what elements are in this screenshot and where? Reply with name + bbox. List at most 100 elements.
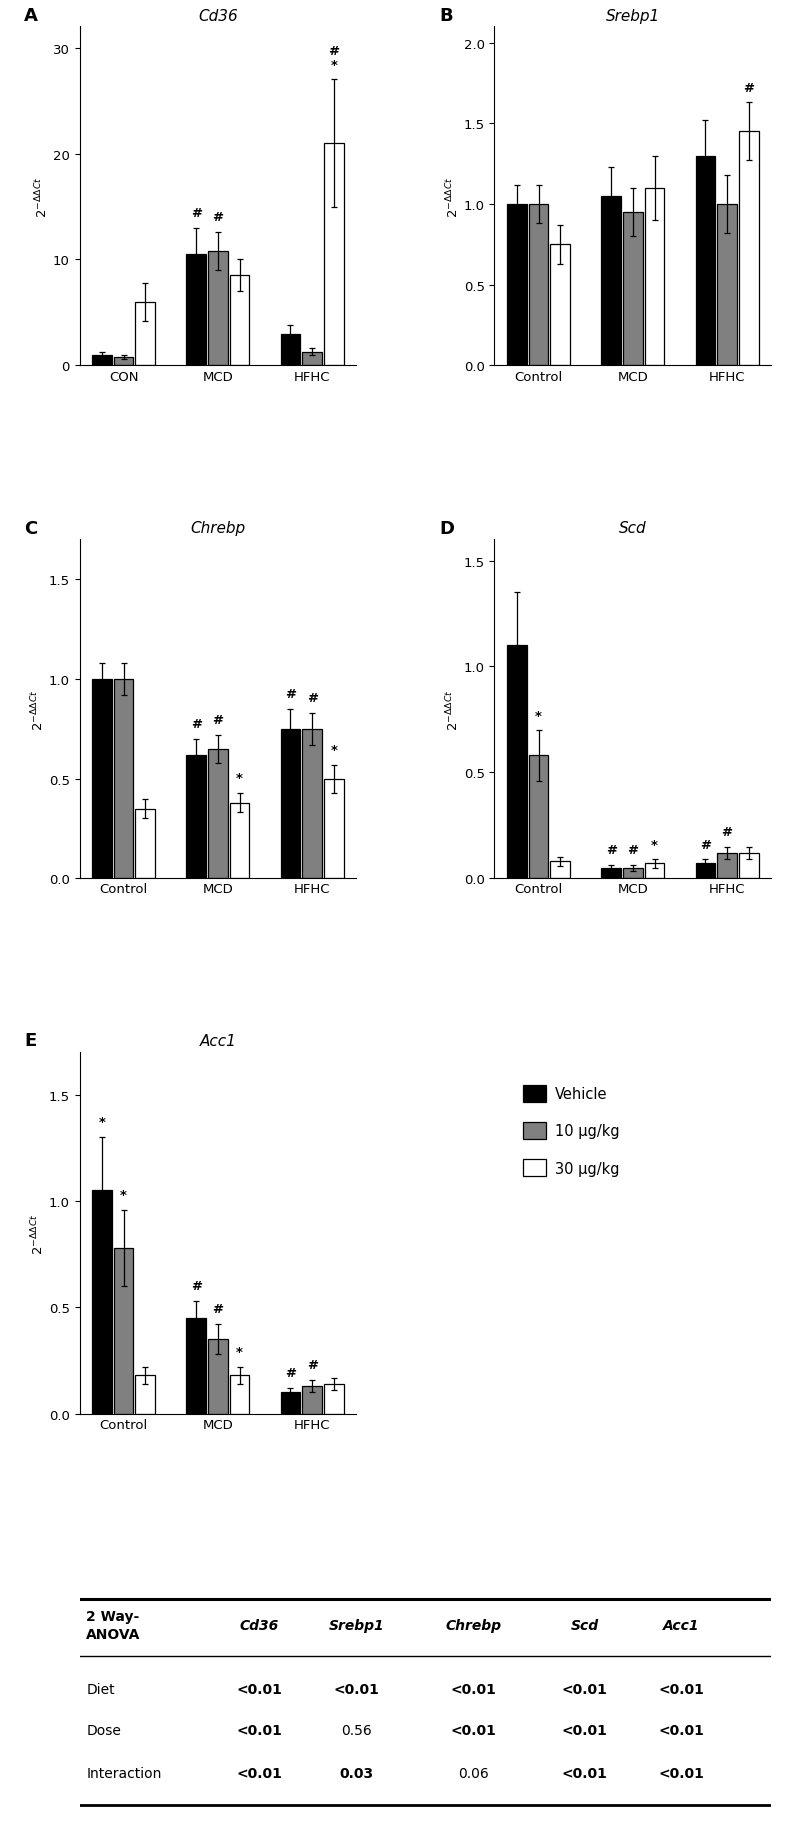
Bar [696,865,716,879]
Y-axis label: $2^{-\Delta\Delta Ct}$: $2^{-\Delta\Delta Ct}$ [444,176,461,218]
Text: #: # [743,82,754,95]
Text: #: # [212,714,223,727]
Text: #: # [606,843,617,857]
Bar [114,680,134,879]
Text: E: E [24,1031,37,1050]
Bar [208,1339,227,1414]
Bar [645,865,665,879]
Bar [208,749,227,879]
Text: 0.56: 0.56 [341,1724,371,1737]
Bar [186,1319,206,1414]
Text: 0.03: 0.03 [339,1766,373,1781]
Text: C: C [24,520,37,539]
Text: <0.01: <0.01 [561,1766,607,1781]
Bar [92,680,111,879]
Text: 0.06: 0.06 [459,1766,489,1781]
Text: B: B [439,7,453,26]
Text: #: # [212,1303,223,1315]
Text: *: * [651,839,658,852]
Bar [92,1191,111,1414]
Text: #: # [627,843,638,857]
Text: #: # [191,1279,202,1292]
Text: <0.01: <0.01 [236,1766,282,1781]
Y-axis label: $2^{-\Delta\Delta Ct}$: $2^{-\Delta\Delta Ct}$ [33,176,50,218]
Title: Srebp1: Srebp1 [606,9,660,24]
Text: #: # [285,689,296,702]
Text: A: A [24,7,38,26]
Text: *: * [236,1345,243,1358]
Bar [507,205,526,366]
Text: Interaction: Interaction [87,1766,162,1781]
Bar [114,1248,134,1414]
Bar [529,205,549,366]
Bar [645,189,665,366]
Bar [550,245,570,366]
Text: #: # [700,839,711,852]
Bar [324,779,343,879]
Bar [114,357,134,366]
Bar [208,251,227,366]
Bar [186,755,206,879]
Text: #
*: # * [328,46,339,71]
Text: Acc1: Acc1 [663,1618,700,1632]
Text: <0.01: <0.01 [451,1724,497,1737]
Bar [739,854,758,879]
Text: Srebp1: Srebp1 [328,1618,384,1632]
Bar [281,335,301,366]
Text: #: # [307,692,318,705]
Title: Scd: Scd [619,520,646,537]
Text: *: * [331,744,337,757]
Text: *: * [535,709,542,722]
Text: Chrebp: Chrebp [446,1618,502,1632]
Bar [302,1387,322,1414]
Bar [230,1376,250,1414]
Y-axis label: $2^{-\Delta\Delta Ct}$: $2^{-\Delta\Delta Ct}$ [444,689,461,731]
Bar [92,355,111,366]
Text: <0.01: <0.01 [658,1682,704,1696]
Bar [739,132,758,366]
Text: 2 Way-
ANOVA: 2 Way- ANOVA [87,1610,141,1641]
Text: <0.01: <0.01 [658,1766,704,1781]
Text: <0.01: <0.01 [236,1682,282,1696]
Text: <0.01: <0.01 [333,1682,379,1696]
Text: <0.01: <0.01 [236,1724,282,1737]
Bar [230,277,250,366]
Text: *: * [99,1116,105,1129]
Bar [135,302,155,366]
Title: Chrebp: Chrebp [190,520,246,537]
Bar [135,810,155,879]
Bar [550,861,570,879]
Text: <0.01: <0.01 [561,1682,607,1696]
Text: #: # [212,211,223,224]
Bar [186,255,206,366]
Bar [623,213,642,366]
Text: Dose: Dose [87,1724,122,1737]
Bar [135,1376,155,1414]
Bar [717,854,737,879]
Bar [623,868,642,879]
Text: *: * [120,1187,127,1202]
Bar [281,729,301,879]
Bar [601,868,621,879]
Text: #: # [722,826,733,839]
Text: <0.01: <0.01 [561,1724,607,1737]
Text: #: # [285,1367,296,1379]
Title: Acc1: Acc1 [200,1033,236,1048]
Text: #: # [191,718,202,731]
Text: *: * [236,771,243,784]
Bar [696,156,716,366]
Y-axis label: $2^{-\Delta\Delta Ct}$: $2^{-\Delta\Delta Ct}$ [29,689,46,731]
Bar [507,647,526,879]
Bar [324,145,343,366]
Text: #: # [191,207,202,220]
Text: Diet: Diet [87,1682,115,1696]
Bar [302,352,322,366]
Legend: Vehicle, 10 μg/kg, 30 μg/kg: Vehicle, 10 μg/kg, 30 μg/kg [516,1077,627,1183]
Bar [281,1392,301,1414]
Bar [717,205,737,366]
Bar [529,757,549,879]
Text: <0.01: <0.01 [451,1682,497,1696]
Bar [230,802,250,879]
Text: Cd36: Cd36 [240,1618,279,1632]
Title: Cd36: Cd36 [198,9,238,24]
